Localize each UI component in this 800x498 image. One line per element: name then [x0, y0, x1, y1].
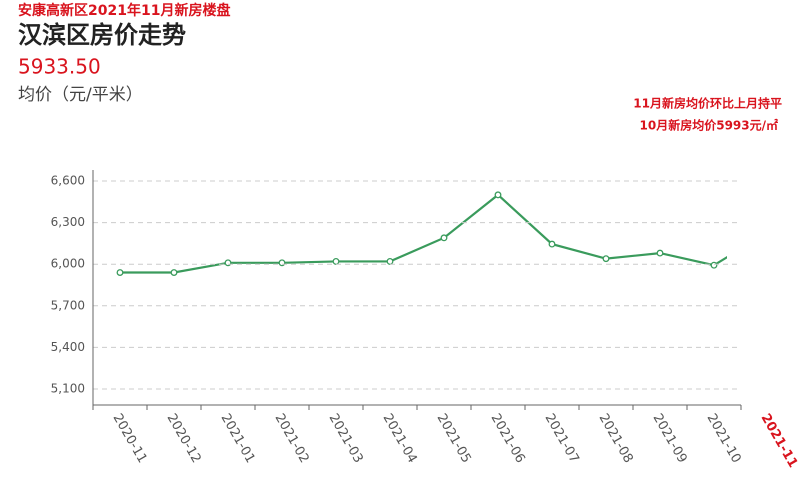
y-tick-label: 6,300 — [51, 215, 85, 229]
point — [224, 259, 232, 267]
y-tick-label: 5,400 — [51, 340, 85, 354]
point — [765, 230, 771, 236]
x-tick-label: 2021-10 — [704, 411, 744, 466]
point — [602, 255, 610, 263]
x-tick-label: 2021-03 — [326, 411, 366, 466]
x-tick-label: 2021-04 — [380, 411, 420, 466]
line — [120, 193, 727, 274]
point — [494, 191, 502, 199]
point — [548, 240, 556, 248]
subtitle: 安康高新区2021年11月新房楼盘 — [18, 2, 230, 19]
x-tick-label: 2021-05 — [434, 411, 474, 466]
y-tick-label: 5,700 — [51, 298, 85, 312]
x-tick-label: 2021-02 — [272, 411, 312, 466]
y-tick-label: 6,000 — [51, 257, 85, 271]
note: 11月新房均价环比上月持平 — [633, 96, 782, 111]
point — [710, 261, 718, 269]
x-tick-label: 2021-08 — [596, 411, 636, 466]
point — [116, 269, 124, 276]
y-tick-label: 5,100 — [51, 382, 85, 396]
point — [656, 249, 664, 257]
x-tick-label: 2021-01 — [218, 411, 258, 466]
point — [332, 257, 340, 265]
price: 5933.50 — [18, 55, 101, 79]
x-tick-label: 2021-09 — [650, 411, 690, 466]
x-tick-label: 2021-11 — [758, 411, 800, 470]
x-tick-label: 2021-07 — [542, 411, 582, 466]
point — [278, 259, 286, 267]
point — [170, 269, 178, 276]
x-tick-label: 2021-06 — [488, 411, 528, 466]
unit: 均价（元/平米） — [18, 85, 143, 105]
x-tick-label: 2020-12 — [164, 411, 204, 466]
y-tick-label: 6,600 — [51, 174, 85, 188]
title: 汉滨区房价走势 — [18, 21, 186, 49]
point — [440, 234, 448, 242]
plot-area — [116, 191, 771, 276]
x-tick-label: 2020-11 — [110, 411, 150, 466]
point — [386, 257, 394, 265]
note: 10月新房均价5993元/㎡ — [640, 118, 778, 133]
